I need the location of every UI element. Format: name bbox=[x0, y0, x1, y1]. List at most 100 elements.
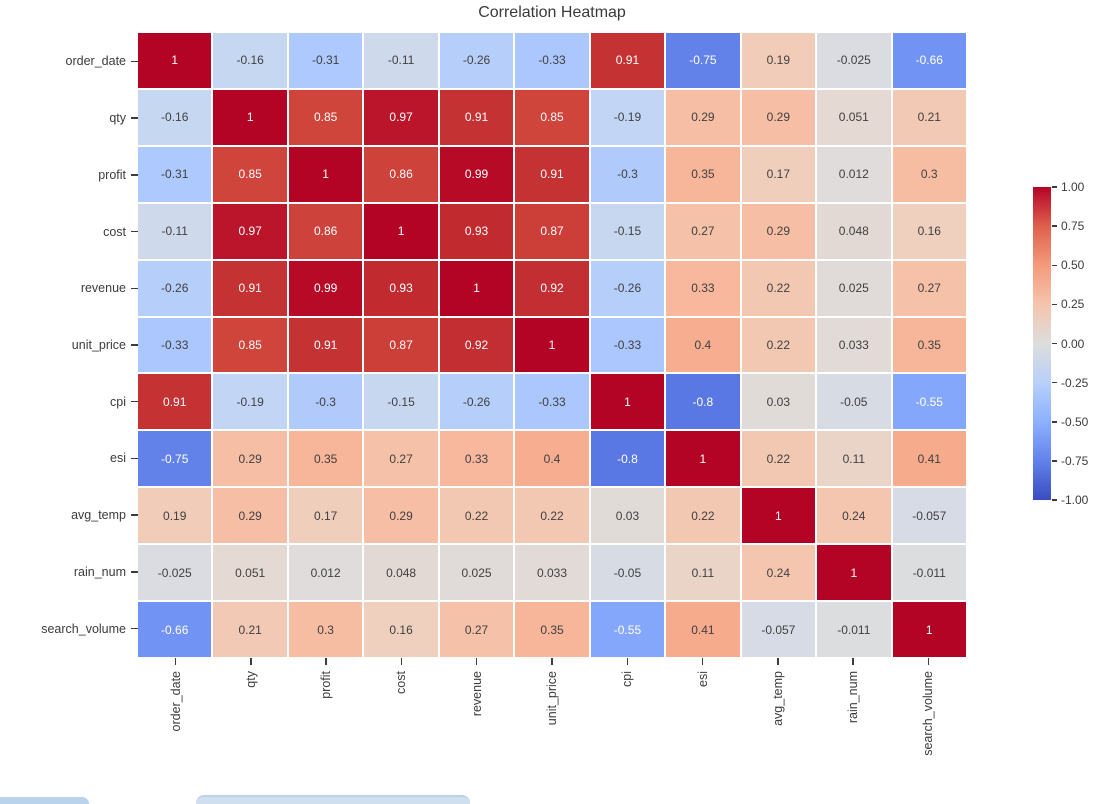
heatmap-cell: 0.21 bbox=[213, 602, 287, 657]
x-axis-label: revenue bbox=[469, 671, 484, 717]
heatmap-cell: 0.91 bbox=[213, 260, 287, 316]
heatmap-cell: 0.91 bbox=[439, 89, 514, 145]
heatmap-cell: 0.91 bbox=[288, 317, 363, 373]
heatmap-cell: 0.16 bbox=[892, 203, 966, 259]
x-axis-tick bbox=[701, 658, 704, 665]
colorbar-tick bbox=[1052, 460, 1057, 462]
heatmap-cell: 0.35 bbox=[892, 317, 966, 373]
bottom-ui-fragment-left[interactable] bbox=[0, 797, 89, 804]
heatmap-cell: 0.16 bbox=[364, 602, 438, 657]
y-axis-tick bbox=[131, 571, 138, 573]
heatmap-cell: 0.22 bbox=[741, 260, 816, 316]
heatmap-cell: 0.29 bbox=[213, 431, 287, 487]
heatmap-cell: 0.97 bbox=[213, 203, 287, 259]
heatmap-cell: 0.4 bbox=[666, 317, 740, 373]
heatmap-cell: 0.048 bbox=[364, 545, 438, 601]
heatmap-cell: 0.051 bbox=[817, 89, 891, 145]
colorbar-tick-label: -0.25 bbox=[1061, 375, 1089, 390]
heatmap-cell: -0.8 bbox=[666, 374, 740, 430]
y-axis-label: rain_num bbox=[73, 564, 126, 579]
heatmap-cell: 0.33 bbox=[439, 431, 514, 487]
heatmap-cell: 0.91 bbox=[515, 146, 589, 202]
heatmap-cell: -0.55 bbox=[892, 374, 966, 430]
heatmap-grid: 1 -0.16 -0.31 -0.11 -0.26 -0.33 0.91 -0.75 0.19-… bbox=[138, 33, 966, 657]
x-axis-tick bbox=[174, 658, 177, 665]
heatmap-cell: 0.35 bbox=[515, 602, 589, 657]
heatmap-cell: 0.86 bbox=[288, 203, 363, 259]
heatmap-cell: 1 bbox=[892, 602, 966, 657]
y-axis-tick bbox=[131, 457, 138, 460]
heatmap-cell: 1 bbox=[590, 374, 665, 430]
heatmap-cell: 0.03 bbox=[741, 374, 816, 430]
heatmap-cell: -0.55 bbox=[590, 602, 665, 657]
heatmap-cell: 0.19 bbox=[138, 488, 212, 544]
colorbar-tick-label: 0.00 bbox=[1061, 336, 1085, 351]
y-axis-label: profit bbox=[98, 167, 126, 182]
heatmap-cell: 0.3 bbox=[288, 602, 363, 657]
heatmap-cell: -0.3 bbox=[288, 374, 363, 430]
x-axis-tick bbox=[777, 658, 779, 665]
x-axis-tick bbox=[626, 658, 629, 665]
heatmap-cell: 0.29 bbox=[741, 89, 816, 145]
heatmap-cell: 0.17 bbox=[741, 146, 816, 202]
heatmap-cell: 0.19 bbox=[741, 33, 816, 88]
x-axis-tick bbox=[927, 658, 930, 665]
heatmap-cell: 0.93 bbox=[439, 203, 514, 259]
heatmap-cell: 0.17 bbox=[288, 488, 363, 544]
heatmap-cell: 0.27 bbox=[666, 203, 740, 259]
x-axis-label: unit_price bbox=[545, 671, 559, 726]
x-axis-label: esi bbox=[695, 671, 710, 687]
heatmap-cell: -0.26 bbox=[590, 260, 665, 316]
heatmap-cell: 0.24 bbox=[741, 545, 816, 601]
x-axis-label: cpi bbox=[620, 671, 635, 687]
heatmap-cell: -0.15 bbox=[364, 374, 438, 430]
heatmap-cell: -0.05 bbox=[590, 545, 665, 601]
x-axis-tick bbox=[325, 658, 327, 665]
heatmap-cell: 0.97 bbox=[364, 89, 438, 145]
heatmap-cell: 0.93 bbox=[364, 260, 438, 316]
colorbar-tick-label: -0.50 bbox=[1061, 414, 1089, 429]
heatmap-cell: -0.05 bbox=[817, 374, 891, 430]
heatmap-cell: 0.22 bbox=[741, 431, 816, 487]
heatmap-cell: -0.75 bbox=[138, 431, 212, 487]
heatmap-cell: -0.31 bbox=[288, 33, 363, 88]
heatmap-cell: 0.85 bbox=[213, 146, 287, 202]
heatmap-cell: 0.025 bbox=[817, 260, 891, 316]
heatmap-cell: -0.19 bbox=[590, 89, 665, 145]
heatmap-cell: 1 bbox=[817, 545, 891, 601]
heatmap-cell: 0.35 bbox=[288, 431, 363, 487]
heatmap-cell: -0.66 bbox=[892, 33, 966, 88]
heatmap-cell: -0.011 bbox=[892, 545, 966, 601]
heatmap-cell: -0.025 bbox=[817, 33, 891, 88]
heatmap-cell: -0.16 bbox=[138, 89, 212, 145]
colorbar-tick bbox=[1052, 264, 1057, 266]
heatmap-cell: 1 bbox=[288, 146, 363, 202]
bottom-ui-fragment-center[interactable] bbox=[196, 795, 470, 804]
heatmap-cell: -0.16 bbox=[213, 33, 287, 88]
heatmap-cell: -0.33 bbox=[515, 33, 589, 88]
heatmap-cell: 0.87 bbox=[515, 203, 589, 259]
heatmap-cell: 0.91 bbox=[590, 33, 665, 88]
heatmap-cell: -0.33 bbox=[515, 374, 589, 430]
heatmap-cell: -0.057 bbox=[892, 488, 966, 544]
heatmap-cell: 0.3 bbox=[892, 146, 966, 202]
colorbar-tick bbox=[1052, 186, 1057, 188]
y-axis-tick bbox=[131, 514, 138, 516]
heatmap-cell: 0.29 bbox=[666, 89, 740, 145]
colorbar-tick-label: 0.75 bbox=[1061, 219, 1085, 234]
y-axis-tick bbox=[131, 344, 138, 346]
x-axis-tick bbox=[400, 658, 403, 665]
heatmap-cell: 1 bbox=[364, 203, 438, 259]
heatmap-cell: 0.27 bbox=[439, 602, 514, 657]
heatmap-cell: 0.91 bbox=[138, 374, 212, 430]
x-axis-tick bbox=[250, 658, 252, 665]
heatmap-cell: 0.025 bbox=[439, 545, 514, 601]
heatmap-cell: -0.11 bbox=[364, 33, 438, 88]
heatmap-cell: 0.24 bbox=[817, 488, 891, 544]
y-axis-tick bbox=[131, 117, 138, 119]
x-axis-tick bbox=[475, 658, 478, 665]
chart-title: Correlation Heatmap bbox=[478, 4, 626, 21]
colorbar-tick bbox=[1052, 381, 1057, 384]
heatmap-cell: -0.31 bbox=[138, 146, 212, 202]
